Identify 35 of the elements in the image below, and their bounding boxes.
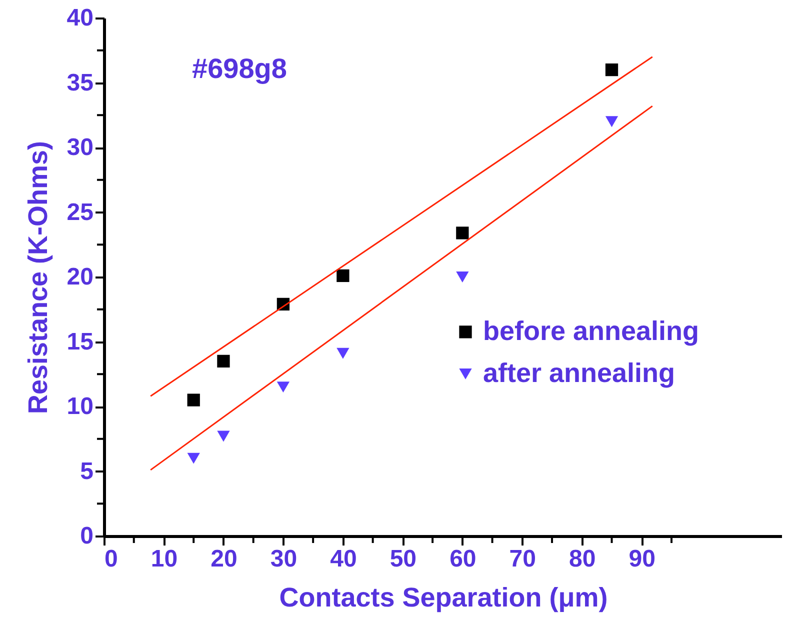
y-tick-label: 25: [66, 198, 94, 226]
x-tick-label: 80: [569, 546, 596, 572]
point: [605, 116, 618, 128]
point: [336, 269, 350, 282]
y-tick-label: 15: [66, 328, 94, 356]
x-tick-label: 70: [509, 546, 536, 572]
y-axis-title: Resistance (K-Ohms): [22, 140, 53, 414]
legend-label: before annealing: [483, 316, 700, 346]
y-tick-label: 5: [80, 458, 94, 485]
x-tick-label: 60: [450, 546, 476, 572]
x-tick-label: 20: [210, 546, 238, 572]
x-tick-label: 50: [390, 546, 417, 572]
point: [187, 394, 200, 406]
y-tick-label: 35: [66, 69, 94, 96]
y-tick-label: 20: [66, 264, 94, 290]
x-tick-label: 30: [270, 546, 298, 572]
x-tick-label: 10: [150, 546, 178, 572]
y-tick-label: 30: [66, 134, 94, 161]
point: [336, 348, 350, 359]
annotation: #698g8: [192, 53, 287, 84]
point: [217, 430, 230, 442]
point: [456, 226, 469, 240]
point: [276, 382, 290, 393]
y-tick-label: 40: [66, 4, 94, 32]
x-tick-label: 90: [628, 546, 656, 572]
y-tick-label: 10: [66, 393, 94, 420]
point: [187, 452, 200, 464]
point: [605, 63, 618, 76]
legend-label: after annealing: [483, 358, 676, 388]
x-tick-label: 0: [104, 546, 118, 572]
x-axis-title: Contacts Separation (μm): [279, 582, 608, 612]
point: [217, 354, 230, 368]
y-tick-label: 0: [80, 522, 94, 550]
point: [456, 272, 469, 282]
x-tick-label: 40: [330, 546, 357, 572]
